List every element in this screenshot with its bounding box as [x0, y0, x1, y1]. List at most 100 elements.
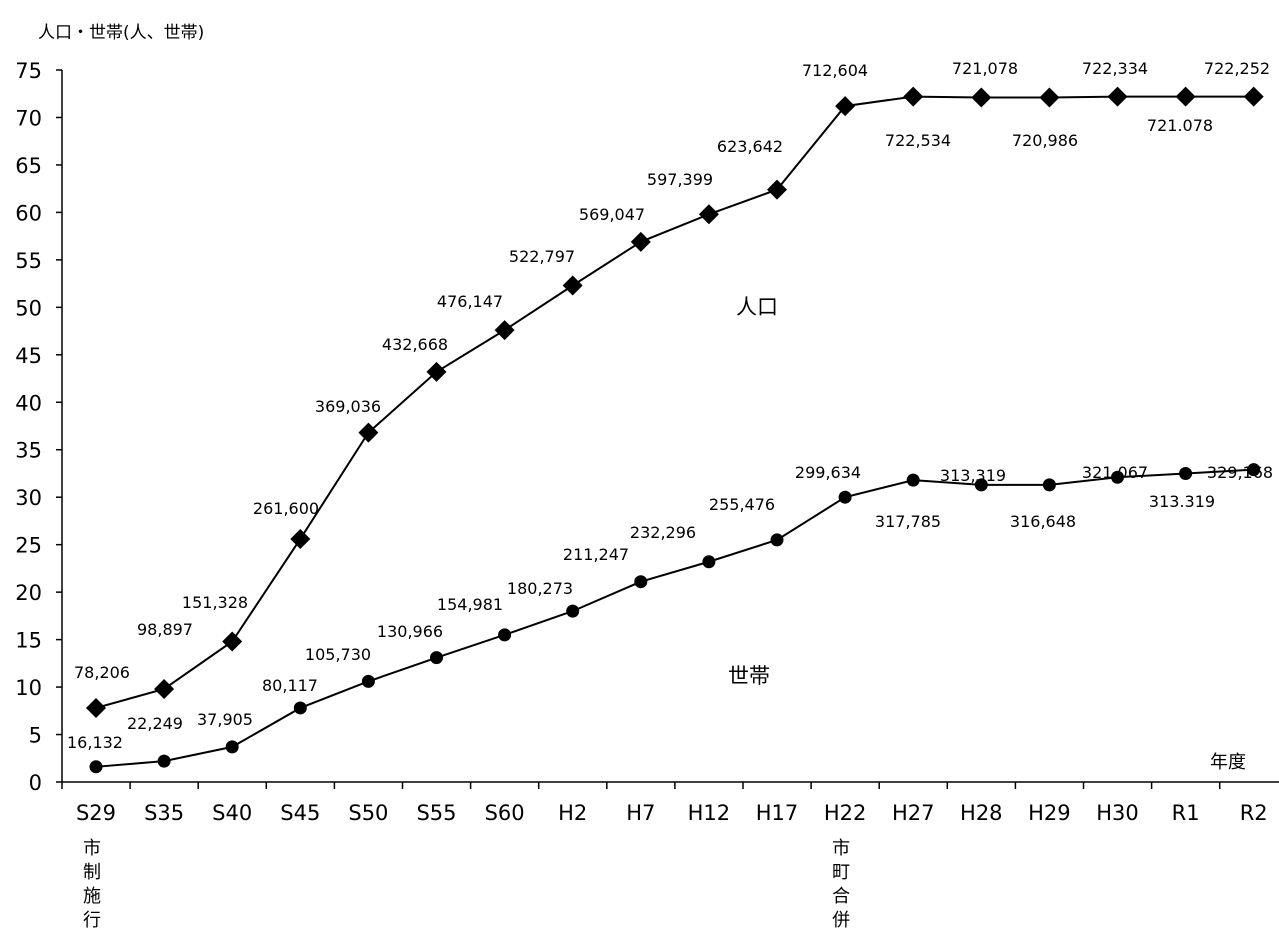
x-tick-label: S35: [144, 801, 184, 825]
x-tick-label: H29: [1028, 801, 1071, 825]
households-data-label: 321,067: [1082, 463, 1148, 482]
x-tick-label: S60: [485, 801, 525, 825]
households-point: [225, 740, 239, 754]
population-data-label: 432,668: [382, 335, 448, 354]
households-data-label: 16,132: [67, 733, 123, 752]
population-point: [630, 231, 651, 252]
households-data-label: 313,319: [940, 466, 1006, 485]
population-point: [1175, 86, 1196, 107]
households-point: [1111, 470, 1124, 484]
population-point: [1107, 86, 1128, 107]
y-tick-label: 20: [15, 581, 42, 605]
x-tick-label: S55: [416, 801, 456, 825]
x-tick-label: H27: [892, 801, 935, 825]
households-point: [1179, 466, 1193, 480]
population-data-label: 712,604: [802, 61, 868, 80]
y-tick-label: 70: [15, 106, 42, 130]
population-point: [903, 86, 924, 107]
population-data-label: 623,642: [717, 137, 783, 156]
households-data-label: 313.319: [1149, 492, 1215, 511]
households-data-label: 329,168: [1207, 463, 1273, 482]
households-data-label: 316,648: [1010, 512, 1076, 531]
population-data-label: 151,328: [182, 593, 248, 612]
population-point: [835, 96, 856, 117]
x-tick-label: R1: [1172, 801, 1200, 825]
population-data-label: 569,047: [579, 205, 645, 224]
population-data-label: 476,147: [437, 292, 503, 311]
x-tick-label: S45: [280, 801, 320, 825]
x-tick-label: H22: [824, 801, 867, 825]
population-line: [95, 95, 1254, 709]
population-point: [562, 275, 583, 296]
y-tick-label: 50: [15, 296, 42, 320]
population-point: [767, 179, 787, 200]
population-point: [222, 631, 243, 652]
y-tick-label: 65: [15, 154, 42, 178]
population-data-label: 522,797: [509, 247, 575, 266]
households-data-label: 37,905: [197, 710, 253, 729]
population-data-label: 78,206: [74, 663, 130, 682]
households-data-label: 211,247: [563, 545, 629, 564]
population-point: [1039, 87, 1060, 108]
households-point: [361, 674, 375, 688]
x-tick-label: H30: [1096, 801, 1139, 825]
population-data-label: 722,534: [885, 131, 951, 150]
axes: 0 5 10 15 20 25 30 35 40 45 50 55 60 65 70 75 S29 S35 S40 S…: [15, 59, 1279, 931]
population-data-label: 597,399: [647, 170, 713, 189]
y-tick-label: 40: [15, 391, 42, 415]
x-tick-label: H28: [960, 801, 1003, 825]
series-lines: [95, 95, 1254, 768]
households-point: [1042, 478, 1056, 492]
population-data-label: 721.078: [1147, 116, 1213, 135]
y-tick-label: 55: [15, 249, 42, 273]
households-data-label: 130,966: [377, 622, 443, 641]
households-point: [498, 628, 512, 642]
population-data-label: 98,897: [137, 620, 193, 639]
population-point: [86, 697, 106, 718]
households-point: [770, 533, 784, 547]
x-tick-label: H17: [756, 801, 799, 825]
population-data-label: 261,600: [253, 499, 319, 518]
series-points: [86, 86, 1264, 774]
households-point: [293, 701, 307, 715]
households-data-label: 154,981: [437, 595, 503, 614]
population-data-label: 720,986: [1012, 131, 1078, 150]
y-tick-label: 25: [15, 534, 42, 558]
households-data-label: 80,117: [262, 676, 318, 695]
population-point: [290, 528, 311, 549]
series-label-population: 人口: [736, 295, 778, 319]
y-tick-label: 15: [15, 629, 42, 653]
households-data-label: 299,634: [795, 463, 861, 482]
households-point: [157, 754, 171, 768]
population-point: [1243, 86, 1264, 107]
population-data-label: 721,078: [952, 59, 1018, 78]
households-line: [95, 468, 1254, 768]
x-tick-label: H7: [626, 801, 655, 825]
x-tick-label: S50: [348, 801, 388, 825]
x-tick-label: S40: [212, 801, 252, 825]
y-tick-label: 0: [29, 771, 42, 795]
x-tick-label: S29: [76, 801, 116, 825]
households-data-label: 317,785: [875, 512, 941, 531]
households-point: [906, 473, 920, 487]
population-point: [358, 422, 379, 443]
households-point: [430, 651, 443, 665]
x-tick-label: R2: [1240, 801, 1268, 825]
households-point: [1247, 463, 1261, 477]
x-tick-label: H2: [558, 801, 587, 825]
y-axis-label: 人口・世帯(人、世帯): [38, 23, 204, 43]
households-data-label: 180,273: [507, 579, 573, 598]
x-axis-label: 年度: [1210, 752, 1246, 773]
population-data-label: 722,334: [1082, 59, 1148, 78]
households-data-label: 105,730: [305, 645, 371, 664]
households-point: [702, 555, 716, 569]
x-tick-label: H12: [688, 801, 731, 825]
population-point: [426, 361, 447, 382]
y-tick-label: 30: [15, 486, 42, 510]
households-data-label: 22,249: [127, 714, 183, 733]
households-point: [89, 760, 103, 774]
households-point: [566, 604, 580, 618]
data-labels: 78,206 98,897 151,328 261,600 369,036 432,668…: [67, 59, 1273, 752]
y-tick-label: 5: [29, 724, 42, 748]
